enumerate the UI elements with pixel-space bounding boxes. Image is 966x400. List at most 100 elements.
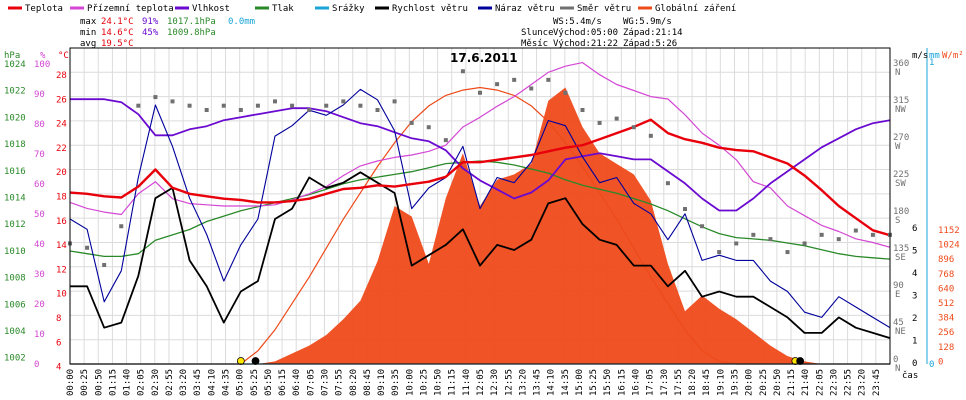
time-tick-label: 17:05	[646, 369, 656, 396]
ms-tick-label: 5	[912, 247, 917, 257]
sun-moon-marker	[796, 357, 805, 365]
wind-direction-point	[204, 107, 209, 112]
direction-deg-label: 135	[893, 244, 909, 254]
direction-name-label: SE	[895, 253, 906, 263]
radiation-tick-label: 256	[938, 328, 954, 338]
wind-direction-point	[819, 232, 824, 237]
time-tick-label: 12:05	[476, 369, 486, 396]
legend-label: Tlak	[272, 4, 294, 14]
hpa-tick-label: 1014	[4, 194, 26, 204]
direction-name-label: NW	[895, 105, 906, 115]
time-tick-label: 14:35	[561, 369, 571, 396]
wind-direction-point	[853, 228, 858, 233]
time-tick-label: 14:10	[547, 369, 557, 396]
time-tick-label: 08:45	[363, 369, 373, 396]
stats-max-pressure: 1017.1hPa	[167, 17, 216, 27]
wind-direction-point	[870, 232, 875, 237]
sunrise-time: Východ:05:00	[553, 28, 618, 38]
wind-direction-point	[614, 116, 619, 121]
wind-direction-point	[717, 250, 722, 255]
radiation-tick-label: 768	[938, 270, 954, 280]
wind-direction-point	[580, 107, 585, 112]
time-tick-label: 22:30	[829, 369, 839, 396]
radiation-tick-label: 512	[938, 299, 954, 309]
time-tick-label: 16:15	[617, 369, 627, 396]
hpa-tick-label: 1024	[4, 60, 26, 70]
radiation-tick-label: 640	[938, 284, 954, 294]
time-tick-label: 05:00	[236, 369, 246, 396]
hpa-tick-label: 1016	[4, 167, 26, 177]
series-rychlost-v-tru	[70, 171, 891, 339]
wind-direction-point	[443, 138, 448, 143]
mm-tick-label: 0	[929, 360, 934, 370]
stats-min-temp: 14.6°C	[101, 28, 134, 38]
wind-direction-point	[273, 99, 277, 104]
temp-tick-label: 22	[56, 144, 67, 154]
time-tick-label: 21:40	[801, 369, 811, 396]
unit-ms: m/s	[912, 51, 928, 61]
stats-min-label: min	[80, 28, 96, 38]
stats-max-label: max	[80, 17, 97, 27]
wind-direction-point	[631, 125, 636, 130]
direction-deg-label: 315	[893, 96, 909, 106]
time-tick-label: 18:20	[688, 369, 698, 396]
wind-direction-point	[85, 245, 90, 250]
stats-max-temp: 24.1°C	[101, 17, 134, 27]
unit-hpa: hPa	[4, 51, 20, 61]
hpa-tick-label: 1010	[4, 247, 26, 257]
time-tick-label: 15:25	[589, 369, 599, 396]
time-tick-label: 11:40	[462, 369, 472, 396]
direction-deg-label: 45	[893, 318, 904, 328]
direction-deg-label: 180	[893, 207, 909, 217]
unit-percent: %	[40, 51, 46, 61]
hpa-tick-label: 1002	[4, 354, 26, 364]
wind-direction-point	[221, 103, 226, 108]
wind-direction-point	[409, 120, 414, 125]
hpa-tick-label: 1022	[4, 87, 26, 97]
time-tick-label: 22:05	[815, 369, 825, 396]
hpa-tick-label: 1020	[4, 113, 26, 123]
time-tick-label: 00:25	[80, 369, 90, 396]
ms-tick-label: 6	[912, 224, 917, 234]
unit-radiation: W/m²	[942, 51, 964, 61]
time-tick-label: 01:40	[123, 369, 133, 396]
time-tick-label: 03:20	[179, 369, 189, 396]
radiation-tick-label: 384	[938, 314, 954, 324]
hpa-tick-label: 1008	[4, 274, 26, 284]
direction-name-label: N	[895, 364, 900, 374]
wind-direction-point	[460, 69, 465, 74]
time-tick-label: 06:15	[278, 369, 288, 396]
temp-tick-label: 8	[56, 314, 61, 324]
direction-name-label: W	[895, 142, 901, 152]
time-tick-label: 02:30	[151, 369, 161, 396]
time-tick-label: 07:55	[335, 369, 345, 396]
radiation-tick-label: 1152	[938, 226, 960, 236]
time-tick-label: 22:55	[844, 369, 854, 396]
legend-label: Vlhkost	[192, 4, 230, 14]
time-tick-label: 00:50	[94, 369, 104, 396]
moonset-time: Západ:5:26	[623, 39, 677, 49]
temp-tick-label: 28	[56, 71, 67, 81]
time-tick-label: 00:00	[66, 369, 76, 396]
time-tick-label: 10:00	[405, 369, 415, 396]
wind-direction-point	[495, 82, 500, 87]
moonrise-time: Východ:21:22	[553, 39, 618, 49]
wind-direction-point	[512, 77, 517, 82]
percent-tick-label: 20	[34, 300, 45, 310]
stats-avg-label: avg	[80, 39, 96, 49]
time-tick-label: 19:10	[716, 369, 726, 396]
mm-tick-label: 1	[929, 58, 934, 68]
percent-tick-label: 50	[34, 210, 45, 220]
time-tick-label: 17:30	[660, 369, 670, 396]
time-tick-label: 02:05	[137, 369, 147, 396]
wind-direction-point	[751, 232, 756, 237]
temp-tick-label: 10	[56, 290, 67, 300]
time-tick-label: 20:00	[745, 369, 755, 396]
wind-direction-point	[802, 241, 807, 246]
percent-tick-label: 70	[34, 150, 45, 160]
hpa-tick-label: 1004	[4, 327, 26, 337]
wind-direction-point	[102, 262, 107, 267]
time-tick-label: 15:00	[575, 369, 585, 396]
wind-direction-point	[478, 90, 482, 95]
